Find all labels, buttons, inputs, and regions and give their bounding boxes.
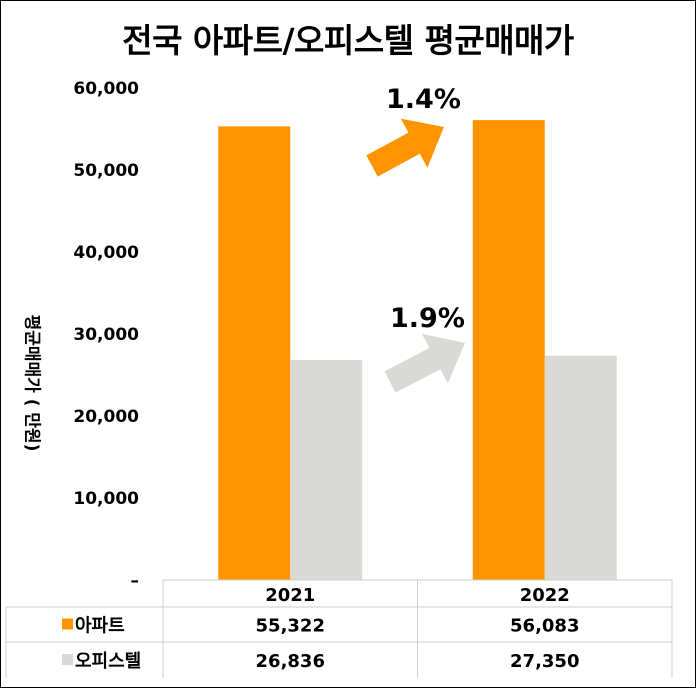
growth-arrow-apartment <box>366 118 444 177</box>
y-tick-label: 50,000 <box>73 161 139 181</box>
table-value: 55,322 <box>256 616 325 637</box>
growth-label-apartment: 1.4% <box>386 84 461 115</box>
bar-officetel-2022 <box>544 355 617 580</box>
growth-arrow-officetel <box>384 333 465 393</box>
y-tick-label: 20,000 <box>73 407 139 427</box>
category-label-2021: 2021 <box>265 585 315 606</box>
legend-key-apartment <box>62 618 73 630</box>
legend-label-officetel: 오피스텔 <box>75 651 141 672</box>
bar-apartment-2021 <box>218 126 291 581</box>
y-tick-label: 10,000 <box>73 489 139 509</box>
y-tick-label: – <box>131 571 140 591</box>
legend-label-apartment: 아파트 <box>75 616 125 637</box>
table-value: 27,350 <box>510 651 579 672</box>
y-tick-label: 60,000 <box>73 79 139 99</box>
category-label-2022: 2022 <box>520 585 570 606</box>
y-tick-label: 40,000 <box>73 243 139 263</box>
bar-officetel-2021 <box>290 359 363 580</box>
y-tick-label: 30,000 <box>73 325 139 345</box>
bar-apartment-2022 <box>472 120 545 581</box>
growth-label-officetel: 1.9% <box>390 303 465 334</box>
table-value: 26,836 <box>256 651 325 672</box>
legend-key-officetel <box>62 654 73 665</box>
chart-title: 전국 아파트/오피스텔 평균매매가 <box>122 21 574 60</box>
table-value: 56,083 <box>510 616 579 637</box>
